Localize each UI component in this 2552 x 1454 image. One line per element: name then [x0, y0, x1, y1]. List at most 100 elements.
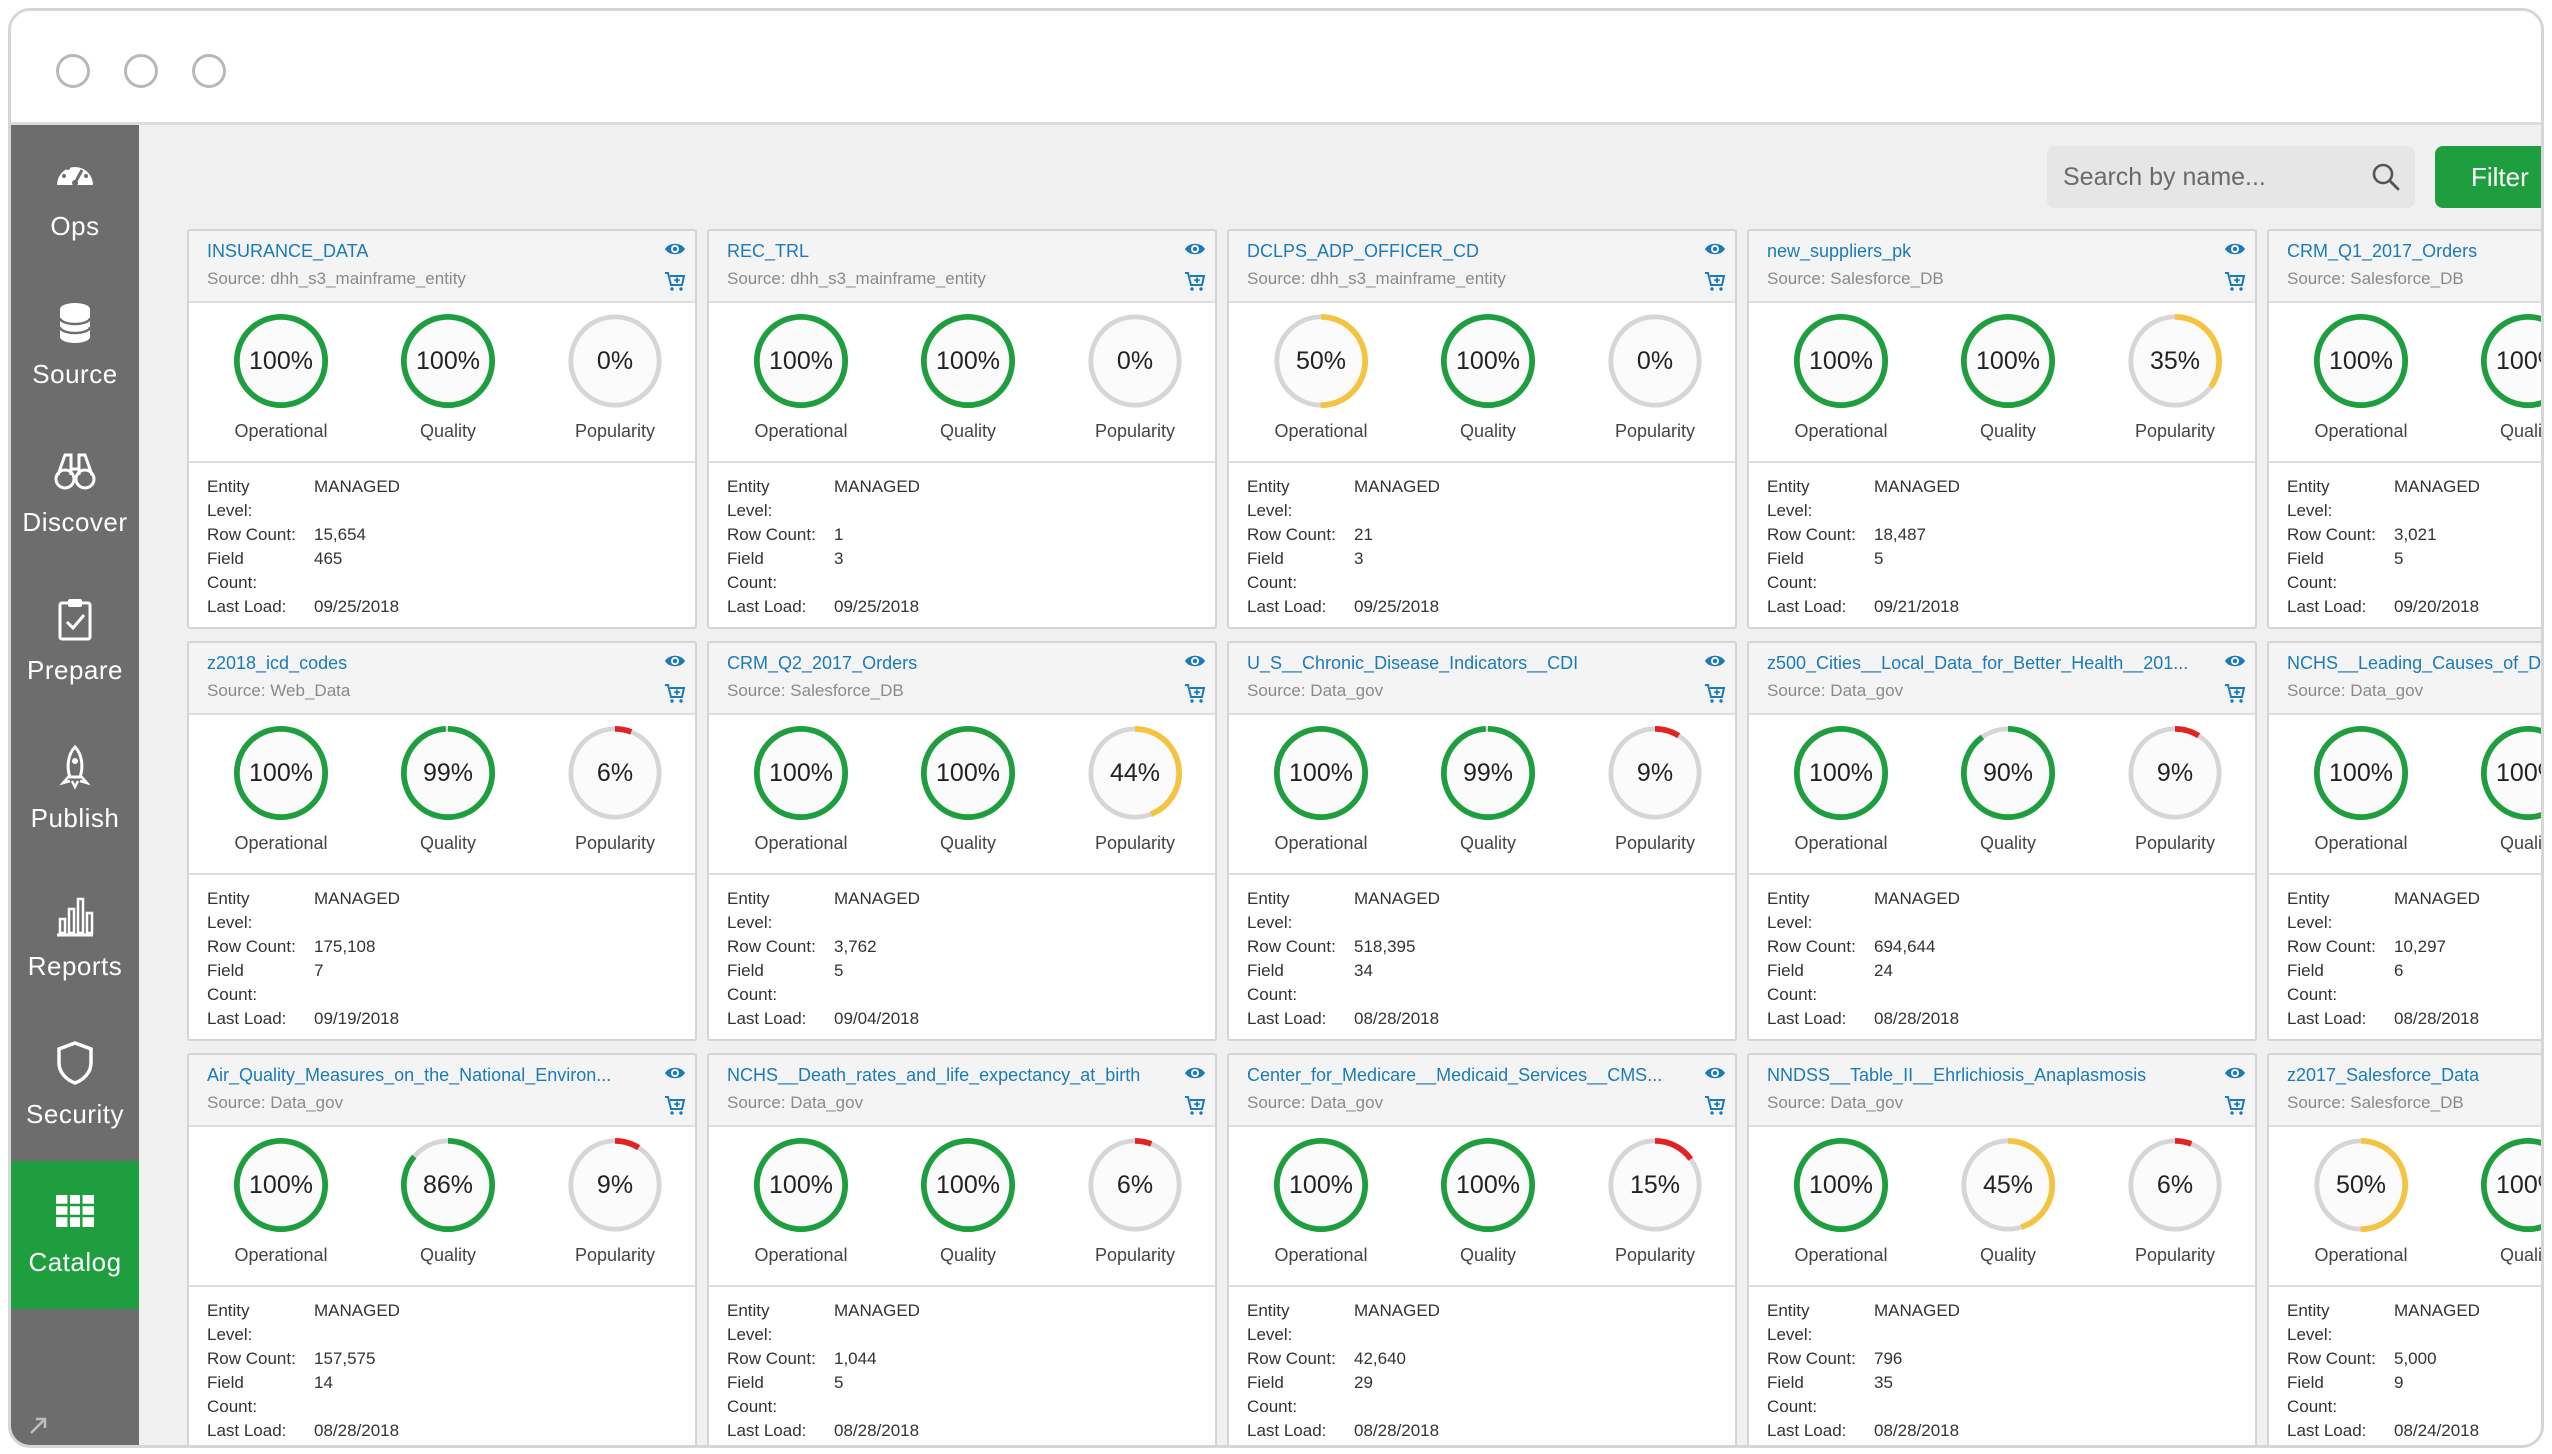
dataset-title-link[interactable]: Air_Quality_Measures_on_the_National_Env… — [207, 1065, 612, 1085]
dataset-card[interactable]: NCHS__Death_rates_and_life_expectancy_at… — [707, 1053, 1217, 1445]
sidebar-item-source[interactable]: Source — [11, 273, 139, 421]
dataset-title-link[interactable]: NCHS__Death_rates_and_life_expectancy_at… — [727, 1065, 1141, 1085]
sidebar-item-catalog[interactable]: Catalog — [11, 1161, 139, 1309]
dataset-card[interactable]: Center_for_Medicare__Medicaid_Services__… — [1227, 1053, 1737, 1445]
entity-level-cont-label: Level: — [1767, 913, 1813, 932]
gauge-arc — [567, 1137, 663, 1233]
dataset-title-link[interactable]: REC_TRL — [727, 241, 810, 261]
dataset-title-link[interactable]: Center_for_Medicare__Medicaid_Services__… — [1247, 1065, 1663, 1085]
quality-metric: 100% Quality — [2453, 715, 2541, 875]
add-to-cart-icon[interactable] — [1183, 1093, 1207, 1117]
quality-label: Quality — [419, 1245, 477, 1265]
field-count-cont-label: Count: — [727, 985, 778, 1004]
eye-icon[interactable] — [2223, 237, 2247, 261]
quality-label: Quality — [939, 421, 997, 441]
window-minimize-button[interactable] — [124, 54, 158, 88]
sidebar-item-publish[interactable]: Publish — [11, 717, 139, 865]
filter-button[interactable]: Filter — [2435, 146, 2541, 208]
add-to-cart-icon[interactable] — [1703, 681, 1727, 705]
dataset-card[interactable]: NCHS__Leading_Causes_of_Death Source: Dat… — [2267, 641, 2542, 1041]
dataset-title-link[interactable]: DCLPS_ADP_OFFICER_CD — [1247, 241, 1480, 261]
sidebar-item-prepare[interactable]: Prepare — [11, 569, 139, 717]
card-details: Entity MANAGED Level: Row Count: 175,108 Fiel… — [207, 889, 677, 1033]
quality-metric: 86% Quality — [373, 1127, 523, 1287]
dataset-card[interactable]: Air_Quality_Measures_on_the_National_Env… — [187, 1053, 697, 1445]
dataset-card[interactable]: z2018_icd_codes Source: Web_Data 100% Opera… — [187, 641, 697, 1041]
add-to-cart-icon[interactable] — [1183, 269, 1207, 293]
field-count-label: Field — [2287, 549, 2324, 568]
row-count-value: 42,640 — [1354, 1349, 1406, 1368]
sidebar-item-ops[interactable]: Ops — [11, 125, 139, 273]
catalog-content: Filter INSURANCE_DATA Source: dhh_s3_main… — [139, 125, 2542, 1445]
eye-icon[interactable] — [1703, 237, 1727, 261]
add-to-cart-icon[interactable] — [2223, 681, 2247, 705]
eye-icon[interactable] — [1183, 649, 1207, 673]
sidebar-item-discover[interactable]: Discover — [11, 421, 139, 569]
dataset-card[interactable]: DCLPS_ADP_OFFICER_CD Source: dhh_s3_mainf… — [1227, 229, 1737, 629]
dataset-card[interactable]: new_suppliers_pk Source: Salesforce_DB 100… — [1747, 229, 2257, 629]
entity-level-label: Entity — [207, 477, 250, 496]
grid-icon — [56, 1195, 94, 1227]
dataset-card[interactable]: INSURANCE_DATA Source: dhh_s3_mainframe_e… — [187, 229, 697, 629]
quality-value: 90% — [1982, 759, 2034, 787]
operational-value: 100% — [1289, 1171, 1353, 1199]
expand-arrow-icon[interactable] — [27, 1413, 51, 1437]
quality-metric: 100% Quality — [1413, 1127, 1563, 1287]
dataset-title-link[interactable]: NNDSS__Table_II__Ehrlichiosis_Anaplasmos… — [1767, 1065, 2147, 1085]
quality-metric: 100% Quality — [373, 303, 523, 463]
dataset-card[interactable]: z2017_Salesforce_Data Source: Salesforce_… — [2267, 1053, 2541, 1445]
popularity-value: 44% — [1109, 759, 1161, 787]
popularity-metric: 6% Popularity — [2100, 1127, 2250, 1287]
dataset-card[interactable]: NNDSS__Table_II__Ehrlichiosis_Anaplasmos… — [1747, 1053, 2257, 1445]
dataset-title-link[interactable]: CRM_Q2_2017_Orders — [727, 653, 918, 673]
dataset-title-link[interactable]: z500_Cities__Local_Data_for_Better_Healt… — [1767, 653, 2189, 673]
row-count-row: Row Count: 5,000 — [2287, 1349, 2541, 1373]
dataset-title-link[interactable]: INSURANCE_DATA — [207, 241, 369, 261]
dataset-card[interactable]: U_S__Chronic_Disease_Indicators__CDI Sour… — [1227, 641, 1737, 1041]
sidebar-item-security[interactable]: Security — [11, 1013, 139, 1161]
quality-value: 100% — [936, 347, 1000, 375]
add-to-cart-icon[interactable] — [1183, 681, 1207, 705]
eye-icon[interactable] — [1703, 1061, 1727, 1085]
add-to-cart-icon[interactable] — [1703, 269, 1727, 293]
eye-icon[interactable] — [2223, 649, 2247, 673]
add-to-cart-icon[interactable] — [663, 1093, 687, 1117]
row-count-row: Row Count: 1,044 — [727, 1349, 1197, 1373]
eye-icon[interactable] — [663, 649, 687, 673]
dataset-title-link[interactable]: z2018_icd_codes — [207, 653, 348, 673]
dataset-title-link[interactable]: new_suppliers_pk — [1767, 241, 1912, 261]
eye-icon[interactable] — [1183, 237, 1207, 261]
eye-icon[interactable] — [2223, 1061, 2247, 1085]
search-input[interactable] — [2063, 146, 2363, 208]
row-count-label: Row Count: — [1767, 1349, 1856, 1368]
database-icon — [58, 303, 92, 343]
operational-metric: 100% Operational — [1246, 1127, 1396, 1287]
dataset-card[interactable]: z500_Cities__Local_Data_for_Better_Healt… — [1747, 641, 2257, 1041]
operational-gauge — [233, 725, 329, 821]
dataset-card[interactable]: CRM_Q2_2017_Orders Source: Salesforce_DB 1… — [707, 641, 1217, 1041]
add-to-cart-icon[interactable] — [663, 269, 687, 293]
sidebar-item-reports[interactable]: Reports — [11, 865, 139, 1013]
operational-value: 100% — [1809, 1171, 1873, 1199]
eye-icon[interactable] — [1703, 649, 1727, 673]
dataset-title-link[interactable]: z2017_Salesforce_Data — [2287, 1065, 2480, 1085]
dataset-card[interactable]: REC_TRL Source: dhh_s3_mainframe_entity 10… — [707, 229, 1217, 629]
add-to-cart-icon[interactable] — [2223, 269, 2247, 293]
search-icon[interactable] — [2371, 162, 2401, 192]
add-to-cart-icon[interactable] — [663, 681, 687, 705]
eye-icon[interactable] — [663, 1061, 687, 1085]
window-maximize-button[interactable] — [192, 54, 226, 88]
add-to-cart-icon[interactable] — [1703, 1093, 1727, 1117]
window-close-button[interactable] — [56, 54, 90, 88]
operational-gauge — [1793, 725, 1889, 821]
dataset-title-link[interactable]: U_S__Chronic_Disease_Indicators__CDI — [1247, 653, 1579, 673]
operational-label: Operational — [754, 421, 848, 441]
dataset-title-link[interactable]: CRM_Q1_2017_Orders — [2287, 241, 2478, 261]
eye-icon[interactable] — [663, 237, 687, 261]
dataset-card[interactable]: CRM_Q1_2017_Orders Source: Salesforce_DB 1… — [2267, 229, 2541, 629]
field-count-row: Field 465 — [207, 549, 677, 573]
dataset-title-link[interactable]: NCHS__Leading_Causes_of_Death — [2287, 653, 2542, 673]
eye-icon[interactable] — [1183, 1061, 1207, 1085]
add-to-cart-icon[interactable] — [2223, 1093, 2247, 1117]
